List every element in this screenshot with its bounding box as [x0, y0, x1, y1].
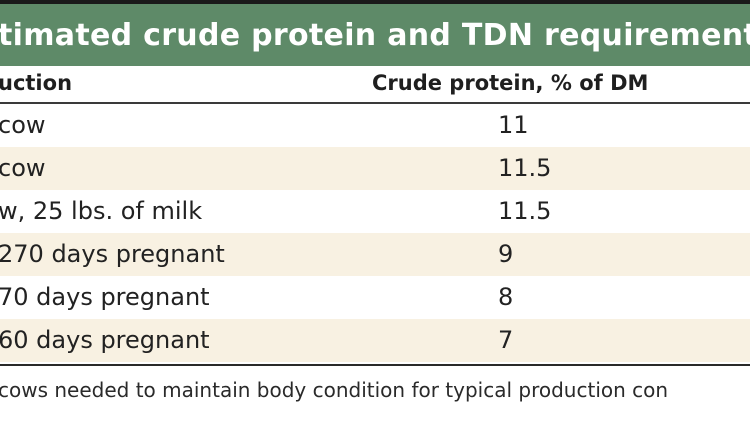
table-bottom-rule	[0, 364, 750, 366]
table-title: timated crude protein and TDN requiremen…	[0, 18, 750, 53]
table-header-row: uction Crude protein, % of DM	[0, 66, 750, 104]
crude-protein-cell: 8	[498, 283, 514, 311]
production-cell: 60 days pregnant	[0, 326, 210, 354]
table-body: cow 11 cow 11.5 w, 25 lbs. of milk 11.5 …	[0, 104, 750, 362]
table-row: cow 11	[0, 104, 750, 147]
production-cell: cow	[0, 111, 46, 139]
column-header-crude-protein: Crude protein, % of DM	[372, 71, 649, 95]
crude-protein-cell: 11.5	[498, 154, 552, 182]
table-row: w, 25 lbs. of milk 11.5	[0, 190, 750, 233]
production-cell: w, 25 lbs. of milk	[0, 197, 203, 225]
table-row: 70 days pregnant 8	[0, 276, 750, 319]
table-footnote: cows needed to maintain body condition f…	[0, 378, 669, 402]
table-row: 60 days pregnant 7	[0, 319, 750, 362]
crude-protein-cell: 7	[498, 326, 514, 354]
crude-protein-cell: 9	[498, 240, 514, 268]
table-title-bar: timated crude protein and TDN requiremen…	[0, 0, 750, 66]
table-row: cow 11.5	[0, 147, 750, 190]
production-cell: 70 days pregnant	[0, 283, 210, 311]
crude-protein-cell: 11	[498, 111, 529, 139]
production-cell: cow	[0, 154, 46, 182]
table-row: 270 days pregnant 9	[0, 233, 750, 276]
production-cell: 270 days pregnant	[0, 240, 225, 268]
column-header-production: uction	[0, 71, 73, 95]
crude-protein-cell: 11.5	[498, 197, 552, 225]
